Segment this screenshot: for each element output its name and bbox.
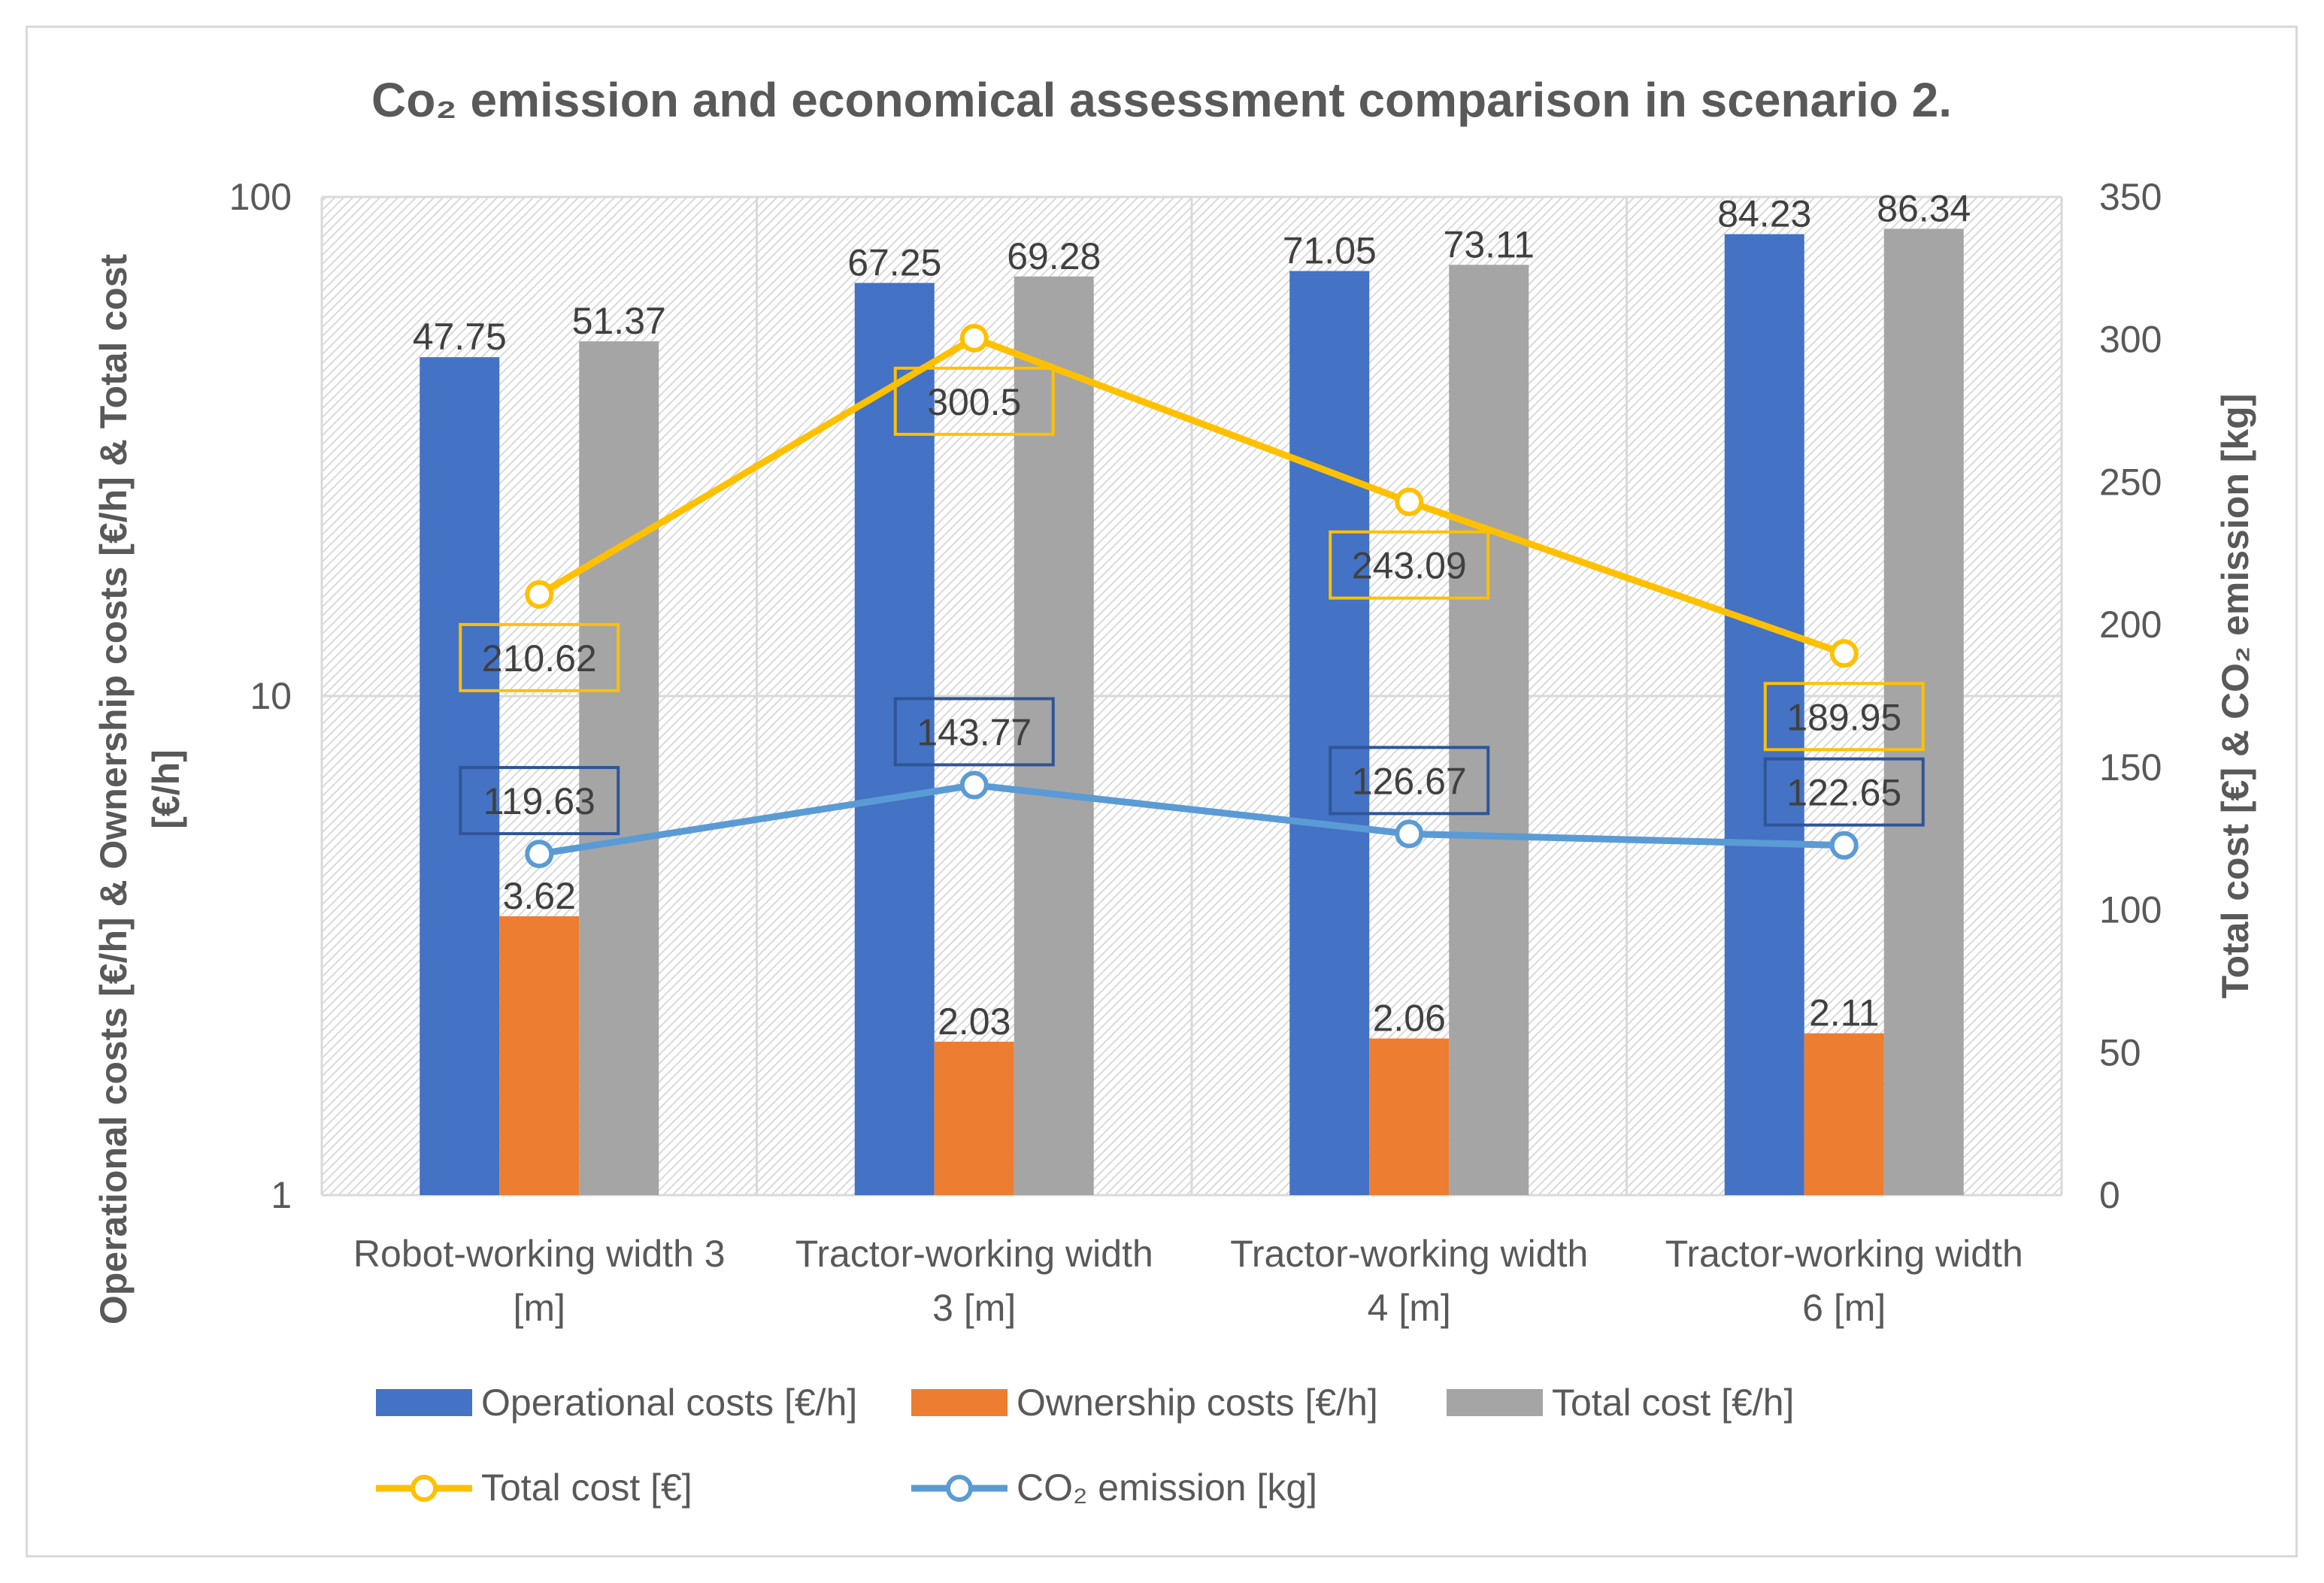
line-label-box [1329,746,1490,816]
series-marker [959,770,989,800]
series-marker [525,840,554,869]
y-right-tick-label: 50 [2099,1031,2141,1073]
legend-marker [946,1475,973,1502]
line-data-label: 126.67 [1352,760,1467,802]
line-label-box [459,766,620,836]
line-label-box [1763,682,1925,752]
bar-data-label: 3.62 [503,875,576,917]
bar-data-label: 2.11 [1809,992,1880,1034]
legend-label: Ownership costs [€/h] [1017,1382,1378,1424]
bar [1449,265,1529,1195]
x-category-label: 6 [m] [1802,1287,1886,1329]
x-category-label: [m] [514,1287,565,1329]
series-line [538,781,1844,858]
series-marker [1829,831,1859,860]
y-right-tick-label: 100 [2099,889,2162,931]
series-marker [525,580,554,609]
data-labels: 47.75 67.25 71.05 84.23 3.62 2.03 2.06 2.11 51.3… [413,187,1971,1042]
bar-data-label: 67.25 [847,241,941,283]
line-label-box [1763,757,1925,827]
y-left-tick-label: 10 [250,675,292,717]
x-category-label: Tractor-working width [1665,1233,2023,1275]
bar-data-label: 84.23 [1717,192,1811,235]
y-left-tick-label: 1 [271,1174,292,1216]
legend-label: Total cost [€] [481,1466,692,1509]
series-marker [959,323,989,353]
y-right-tick-label: 300 [2099,319,2162,361]
x-category-label: 4 [m] [1368,1287,1451,1329]
bar-data-label: 2.03 [938,1000,1011,1043]
line-data-label: 210.62 [482,637,597,680]
bar-data-label: 73.11 [1444,223,1535,265]
line-data-label: 243.09 [1352,545,1467,587]
legend-label: Total cost [€/h] [1552,1382,1794,1424]
line-data-label: 189.95 [1786,696,1901,738]
series-marker [1395,819,1424,849]
line-data-label: 143.77 [917,711,1032,753]
x-category-label: Tractor-working width [795,1233,1153,1275]
axes: 1 10 100 0 50 100 150 200 250 300 350 Robot-working… [92,176,2256,1329]
x-category-label: 3 [m] [932,1287,1016,1329]
line-data-label: 119.63 [483,780,595,822]
y-right-axis-title: Total cost [€] & CO₂ emission [kg] [2214,394,2256,999]
bar [1289,271,1370,1195]
bar-data-label: 51.37 [572,300,666,342]
y-right-tick-label: 200 [2099,604,2162,646]
line-label-box [893,366,1055,436]
legend-marker [411,1475,438,1502]
lines [525,323,1859,869]
y-left-axis-title: Operational costs [€/h] & Ownership cost… [92,254,135,1325]
legend-label: Operational costs [€/h] [481,1382,857,1424]
line-data-label: 122.65 [1786,772,1901,814]
bar-data-label: 47.75 [413,316,507,358]
bar-data-label: 2.06 [1373,997,1446,1040]
x-category-label: Robot-working width 3 [353,1233,726,1275]
bar-data-label: 71.05 [1283,230,1377,272]
y-left-axis-title: [€/h] [145,749,187,829]
y-right-tick-label: 250 [2099,461,2162,503]
legend-swatch [1447,1389,1543,1416]
bar [499,916,580,1195]
legend-label: CO₂ emission [kg] [1017,1466,1317,1509]
bar [934,1041,1014,1195]
bar-data-label: 69.28 [1007,235,1101,277]
y-right-tick-label: 350 [2099,176,2162,218]
chart-title: Co₂ emission and economical assessment c… [371,73,1952,127]
line-label-box [893,697,1055,767]
legend: Operational costs [€/h] Ownership costs [… [376,1382,1794,1509]
y-right-tick-label: 0 [2099,1174,2120,1216]
x-category-label: Tractor-working width [1230,1233,1588,1275]
series-marker [1395,487,1424,516]
y-left-tick-label: 100 [229,176,292,218]
series-line [537,334,1846,657]
line-data-label: 300.5 [927,381,1021,423]
y-right-tick-label: 150 [2099,746,2162,788]
bar-data-label: 86.34 [1877,187,1971,229]
bar [1804,1033,1884,1195]
legend-swatch [376,1389,472,1416]
bar [1369,1038,1450,1195]
line-label-box [459,622,620,692]
line-label-box [1329,530,1490,600]
series-marker [1829,639,1859,668]
legend-swatch [911,1389,1007,1416]
